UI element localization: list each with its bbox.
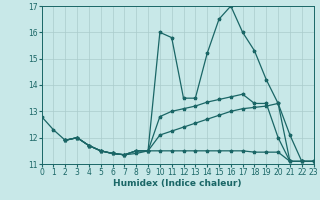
X-axis label: Humidex (Indice chaleur): Humidex (Indice chaleur) bbox=[113, 179, 242, 188]
